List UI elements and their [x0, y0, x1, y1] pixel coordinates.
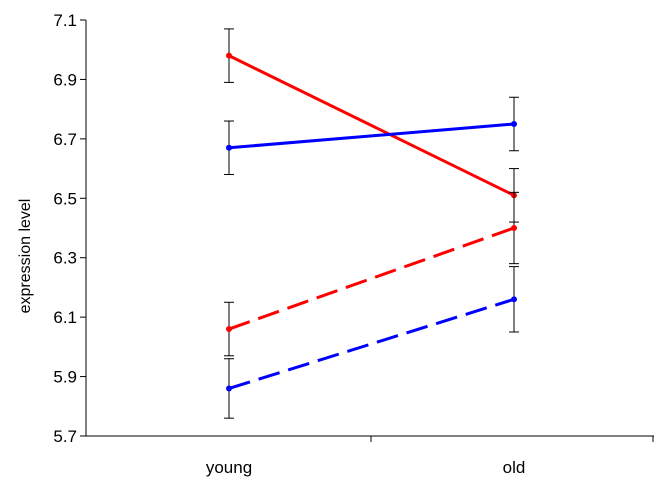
data-point: [226, 52, 232, 59]
series-line: [228, 226, 515, 331]
data-point: [511, 296, 517, 303]
y-axis-title: expression level: [17, 199, 34, 314]
y-tick-label: 5.9: [53, 368, 77, 387]
series-3: [224, 191, 519, 357]
series-line: [228, 297, 515, 390]
data-point: [511, 225, 517, 231]
x-tick-label: young: [206, 458, 252, 477]
series-line: [228, 54, 515, 197]
x-tick-label: old: [503, 458, 526, 477]
series-4: [224, 266, 519, 419]
data-point: [226, 326, 232, 333]
data-point: [226, 385, 232, 392]
y-tick-label: 6.7: [53, 130, 77, 149]
y-tick-label: 6.1: [53, 308, 77, 327]
y-tick-label: 6.9: [53, 70, 77, 89]
series-line: [228, 122, 515, 150]
y-axis-ticks: 5.7 5.9 6.1 6.3 6.5 6.7 6.9 7.1: [53, 11, 86, 446]
series-1: [224, 28, 519, 223]
y-tick-label: 6.3: [53, 249, 77, 268]
y-tick-label: 5.7: [53, 427, 77, 446]
y-tick-label: 7.1: [53, 11, 77, 30]
data-point: [511, 121, 517, 127]
series-2: [224, 96, 519, 176]
data-point: [226, 144, 232, 151]
series-layer: [224, 28, 519, 419]
axes: [85, 20, 654, 437]
y-tick-label: 6.5: [53, 189, 77, 208]
x-axis-ticks: young old: [206, 436, 654, 477]
